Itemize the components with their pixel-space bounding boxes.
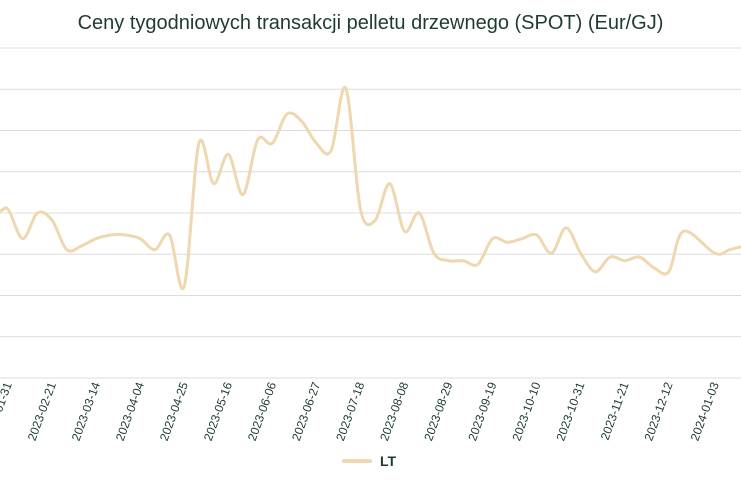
data-point [373,218,377,222]
x-axis-tick-labels: 2023-01-31 2023-02-21 2023-03-14 2023-04-04… [0,380,722,443]
data-point [608,255,612,259]
series-line-lt [0,85,741,291]
data-point [417,211,421,215]
x-tick-label: 2023-05-16 [201,380,235,443]
data-point [197,141,201,145]
data-point [623,259,627,263]
data-point [300,119,304,123]
data-point [138,237,142,241]
data-point [505,240,509,244]
x-tick-label: 2023-08-08 [377,380,411,443]
data-point [35,211,39,215]
data-point [520,237,524,241]
x-tick-label: 2023-06-06 [245,380,279,443]
data-point [256,138,260,142]
data-point [652,266,656,270]
data-point [94,237,98,241]
data-point [109,233,113,237]
legend-swatch-lt [342,459,372,463]
data-point [491,237,495,241]
data-point [638,255,642,259]
data-point [344,86,348,90]
data-point [226,152,230,156]
data-point [579,251,583,255]
data-point [403,229,407,233]
data-point [447,259,451,263]
data-point [593,270,597,274]
data-point [79,244,83,248]
x-tick-label: 2023-06-27 [289,380,323,443]
x-tick-label: 2023-09-19 [465,380,499,443]
data-point [476,262,480,266]
data-point [6,207,10,211]
x-tick-label: 2023-07-18 [333,380,367,443]
data-point [65,248,69,252]
x-tick-label: 2023-11-21 [598,380,632,442]
x-tick-label: 2023-12-12 [641,380,675,443]
data-point [549,251,553,255]
data-point [535,233,539,237]
data-point [564,226,568,230]
data-point [153,248,157,252]
gridlines [0,47,741,379]
series-layer [0,85,741,291]
data-point [241,193,245,197]
x-tick-label: 2023-10-10 [509,380,543,443]
x-tick-label: 2024-01-03 [688,380,722,443]
data-point [432,251,436,255]
data-point [388,182,392,186]
data-point [168,233,172,237]
x-tick-label: 2023-02-21 [25,380,59,443]
x-tick-label: 2023-04-04 [113,380,147,443]
data-point [182,284,186,288]
data-point [212,182,216,186]
legend: LT [342,453,396,469]
chart-title: Ceny tygodniowych transakcji pelletu drz… [77,12,664,34]
data-point [461,259,465,263]
data-point [50,218,54,222]
x-tick-label: 2023-04-25 [157,380,191,443]
data-point [329,149,333,153]
data-point [314,141,318,145]
data-point [285,112,289,116]
legend-label-lt: LT [380,453,397,469]
data-point [21,237,25,241]
data-point [682,229,686,233]
x-tick-label: 2023-10-31 [553,380,587,443]
data-point [270,141,274,145]
x-tick-label: 2023-03-14 [69,380,103,443]
x-tick-label: 2023-01-31 [0,380,15,443]
data-point [124,233,128,237]
data-point [713,251,717,255]
data-point [728,248,732,252]
data-point [359,207,363,211]
x-tick-label: 2023-08-29 [421,380,455,443]
data-point [667,270,671,274]
